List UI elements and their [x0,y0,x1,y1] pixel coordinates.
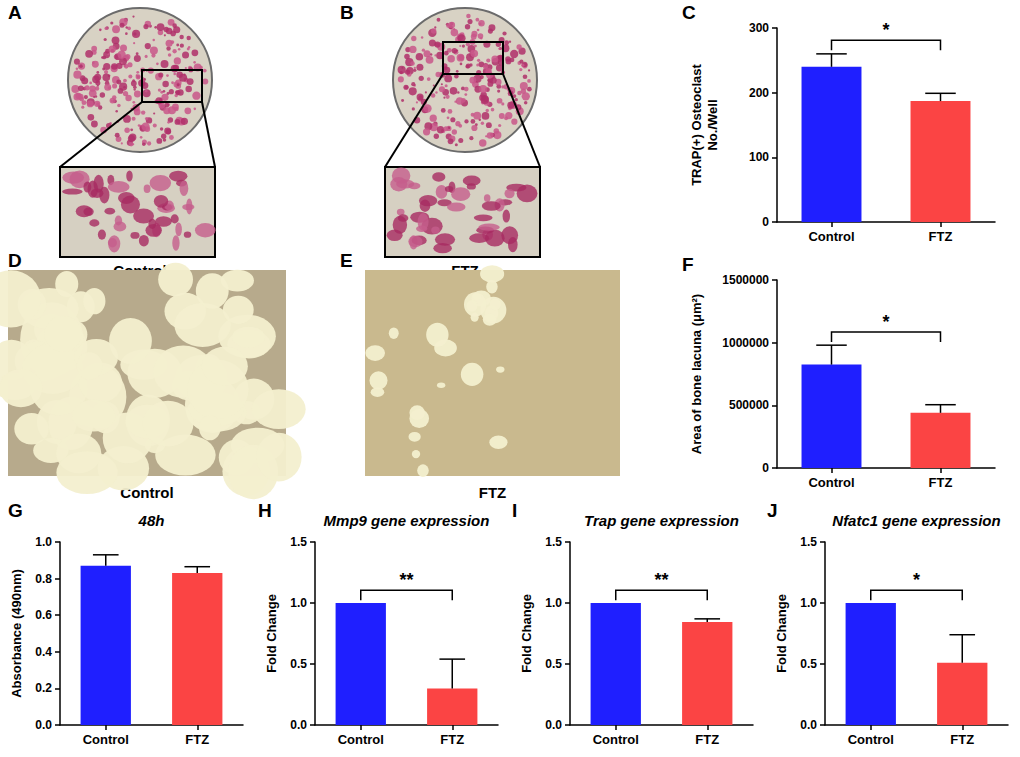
svg-text:FTZ: FTZ [695,732,719,747]
svg-text:0.8: 0.8 [35,572,52,586]
html-text:B: B [340,2,354,23]
svg-text:500000: 500000 [729,398,769,412]
svg-text:*: * [882,20,889,40]
svg-text:0.0: 0.0 [290,718,307,732]
svg-text:0: 0 [762,461,769,475]
html-text:H: H [258,500,272,521]
svg-text:Control: Control [593,732,639,747]
svg-text:No./Well: No./Well [705,99,720,150]
svg-text:Control: Control [848,732,894,747]
html-text:FTZ: FTZ [451,262,479,279]
svg-text:0: 0 [762,215,769,229]
svg-text:Absorbance (490nm): Absorbance (490nm) [9,569,24,698]
svg-text:1500000: 1500000 [722,273,769,287]
svg-text:Fold Change: Fold Change [519,594,534,673]
svg-text:300: 300 [749,21,769,35]
svg-text:TRAP(+) Osteoclast: TRAP(+) Osteoclast [689,63,704,185]
svg-text:FTZ: FTZ [950,732,974,747]
svg-text:0.0: 0.0 [35,718,52,732]
svg-text:*: * [913,570,920,590]
html-text:Control: Control [113,262,167,279]
svg-text:FTZ: FTZ [185,732,209,747]
svg-text:48h: 48h [138,512,165,529]
svg-text:0.5: 0.5 [545,657,562,671]
svg-text:Nfatc1 gene expression: Nfatc1 gene expression [832,512,1000,529]
svg-text:0.6: 0.6 [35,608,52,622]
svg-text:1.0: 1.0 [290,596,307,610]
svg-text:*: * [882,312,889,332]
html-text:Control: Control [120,484,174,501]
html-text:E: E [340,250,353,271]
svg-text:1.0: 1.0 [35,535,52,549]
svg-text:FTZ: FTZ [929,475,953,490]
svg-text:200: 200 [749,86,769,100]
svg-text:0.5: 0.5 [800,657,817,671]
html-text:D: D [8,250,22,271]
svg-text:0.0: 0.0 [545,718,562,732]
svg-text:Control: Control [83,732,129,747]
svg-text:Mmp9 gene expression: Mmp9 gene expression [324,512,490,529]
svg-text:0.0: 0.0 [800,718,817,732]
html-text:FTZ: FTZ [478,484,507,501]
svg-text:Fold Change: Fold Change [264,594,279,673]
svg-text:0.4: 0.4 [35,645,52,659]
html-text:I: I [512,500,518,521]
svg-text:1.5: 1.5 [545,535,562,549]
svg-text:Trap gene expression: Trap gene expression [584,512,739,529]
svg-text:Control: Control [808,475,854,490]
html-text:F: F [682,254,694,275]
svg-text:0.5: 0.5 [290,657,307,671]
svg-text:1.0: 1.0 [545,596,562,610]
html-text:G: G [8,500,23,521]
svg-text:1000000: 1000000 [722,336,769,350]
html-text:A: A [8,2,22,23]
svg-text:FTZ: FTZ [440,732,464,747]
svg-text:0.2: 0.2 [35,681,52,695]
svg-text:1.5: 1.5 [290,535,307,549]
html-text:J: J [767,500,778,521]
svg-text:1.0: 1.0 [800,596,817,610]
svg-text:Control: Control [808,229,854,244]
svg-text:1.5: 1.5 [800,535,817,549]
svg-text:Fold Change: Fold Change [774,594,789,673]
svg-text:Control: Control [338,732,384,747]
svg-text:**: ** [399,570,413,590]
html-text:C: C [682,2,696,23]
svg-text:FTZ: FTZ [929,229,953,244]
svg-text:**: ** [654,570,668,590]
svg-text:Area of bone lacuna (μm²): Area of bone lacuna (μm²) [689,294,704,454]
svg-text:100: 100 [749,150,769,164]
